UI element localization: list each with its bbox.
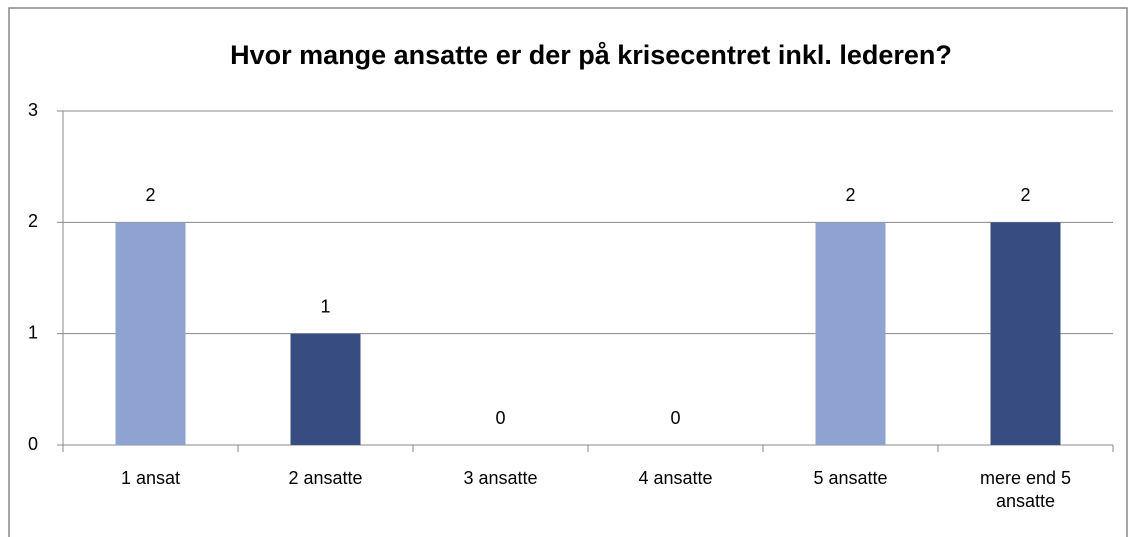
- data-label: 1: [320, 296, 330, 316]
- x-tick-label: 3 ansatte: [463, 468, 538, 488]
- y-tick-label: 1: [28, 322, 38, 342]
- bar: [815, 222, 886, 445]
- data-label: 2: [1020, 185, 1030, 205]
- y-tick-label: 3: [28, 100, 38, 120]
- chart-border: [8, 7, 1128, 537]
- bar: [990, 222, 1061, 445]
- data-label: 2: [145, 185, 155, 205]
- x-tick-label: 2 ansatte: [288, 468, 363, 488]
- x-tick-label: mere end 5 ansatte: [979, 468, 1072, 511]
- bar: [115, 222, 186, 445]
- x-tick-label: 1 ansat: [120, 468, 181, 488]
- y-tick-label: 0: [28, 434, 38, 454]
- bar: [290, 333, 361, 445]
- y-tick-label: 2: [28, 211, 38, 231]
- x-tick-label: 5 ansatte: [813, 468, 888, 488]
- data-label: 0: [670, 408, 680, 428]
- x-tick-label: 4 ansatte: [638, 468, 713, 488]
- chart-title: Hvor mange ansatte er der på krisecentre…: [230, 40, 952, 70]
- data-label: 0: [495, 408, 505, 428]
- data-label: 2: [845, 185, 855, 205]
